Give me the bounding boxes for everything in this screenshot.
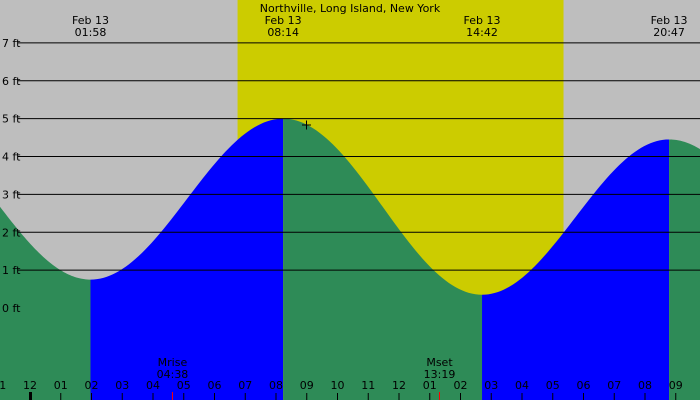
x-tick-label: 12 <box>23 379 37 392</box>
moon-event-time: 04:38 <box>157 368 189 381</box>
extreme-date-label: Feb 13 <box>651 14 688 27</box>
y-axis-labels: 7 ft 6 ft 5 ft 4 ft 3 ft 2 ft 1 ft 0 ft <box>2 37 21 315</box>
moon-event-time: 13:19 <box>424 368 456 381</box>
extreme-date-label: Feb 13 <box>464 14 501 27</box>
x-tick-label: 08 <box>269 379 283 392</box>
y-tick-label: 0 ft <box>2 302 21 315</box>
x-tick-label: 12 <box>392 379 406 392</box>
x-tick-label: 11 <box>361 379 375 392</box>
moon-event-label: Mset <box>426 356 453 369</box>
y-tick-label: 5 ft <box>2 113 21 126</box>
y-tick-label: 7 ft <box>2 37 21 50</box>
x-tick-label: 07 <box>238 379 252 392</box>
extreme-time-label: 20:47 <box>653 26 685 39</box>
extreme-time-label: 08:14 <box>267 26 299 39</box>
y-tick-label: 1 ft <box>2 264 21 277</box>
x-tick-label: 01 <box>54 379 68 392</box>
extreme-date-label: Feb 13 <box>72 14 109 27</box>
extreme-time-label: 01:58 <box>75 26 107 39</box>
midnight-marker <box>29 392 32 400</box>
x-tick-label: 03 <box>115 379 129 392</box>
x-tick-label: 09 <box>669 379 683 392</box>
x-tick-label: 09 <box>300 379 314 392</box>
y-tick-label: 6 ft <box>2 75 21 88</box>
falling-tide-area <box>283 118 483 400</box>
extreme-date-label: Feb 13 <box>265 14 302 27</box>
y-tick-label: 2 ft <box>2 226 21 239</box>
rising-tide-area <box>90 118 284 400</box>
x-tick-label: 02 <box>85 379 99 392</box>
x-tick-label: 05 <box>177 379 191 392</box>
x-tick-label: 06 <box>208 379 222 392</box>
x-tick-label: 10 <box>331 379 345 392</box>
x-tick-label: 08 <box>638 379 652 392</box>
chart-title: Northville, Long Island, New York <box>260 2 441 15</box>
falling-tide-area <box>0 206 91 400</box>
moon-event-label: Mrise <box>158 356 188 369</box>
x-tick-label: 07 <box>607 379 621 392</box>
y-tick-label: 3 ft <box>2 188 21 201</box>
grid-lines <box>18 42 700 271</box>
x-tick-label: 01 <box>423 379 437 392</box>
x-axis: 11 12 01 02 03 04 05 06 07 08 09 10 11 12 01 02 03 04 05 06… <box>0 379 683 400</box>
x-tick-label: 05 <box>546 379 560 392</box>
x-tick-label: 02 <box>454 379 468 392</box>
y-tick-label: 4 ft <box>2 151 21 164</box>
extreme-time-label: 14:42 <box>466 26 498 39</box>
cursor-marker <box>302 120 311 130</box>
x-tick-label: 04 <box>515 379 529 392</box>
x-tick-label: 03 <box>484 379 498 392</box>
x-tick-label: 04 <box>146 379 160 392</box>
x-tick-label: 06 <box>577 379 591 392</box>
x-tick-label: 11 <box>0 379 6 392</box>
